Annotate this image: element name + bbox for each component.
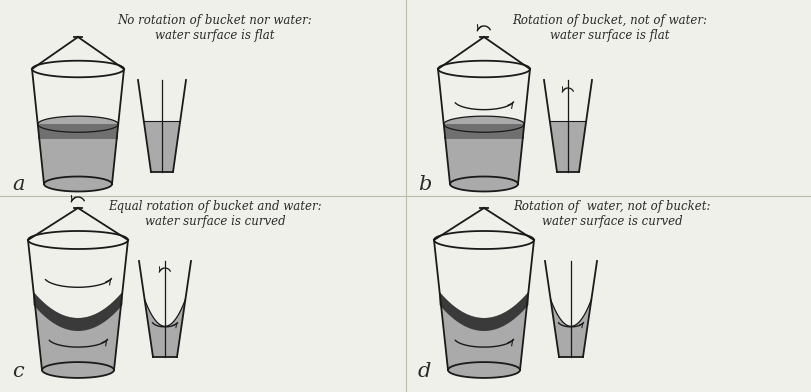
Polygon shape: [38, 124, 118, 139]
Text: d: d: [418, 362, 431, 381]
Polygon shape: [144, 122, 180, 172]
Text: a: a: [12, 175, 24, 194]
Polygon shape: [444, 116, 524, 191]
Polygon shape: [144, 299, 185, 357]
Text: No rotation of bucket nor water:
water surface is flat: No rotation of bucket nor water: water s…: [118, 14, 312, 42]
Polygon shape: [444, 124, 524, 139]
Text: c: c: [12, 362, 24, 381]
Polygon shape: [549, 122, 586, 172]
Polygon shape: [439, 292, 528, 378]
Text: b: b: [418, 175, 431, 194]
Polygon shape: [33, 292, 122, 331]
Text: Equal rotation of bucket and water:
water surface is curved: Equal rotation of bucket and water: wate…: [108, 200, 321, 228]
Polygon shape: [38, 116, 118, 191]
Text: Rotation of bucket, not of water:
water surface is flat: Rotation of bucket, not of water: water …: [512, 14, 706, 42]
Polygon shape: [550, 299, 590, 357]
Polygon shape: [33, 292, 122, 378]
Polygon shape: [439, 292, 528, 331]
Text: Rotation of  water, not of bucket:
water surface is curved: Rotation of water, not of bucket: water …: [513, 200, 710, 228]
